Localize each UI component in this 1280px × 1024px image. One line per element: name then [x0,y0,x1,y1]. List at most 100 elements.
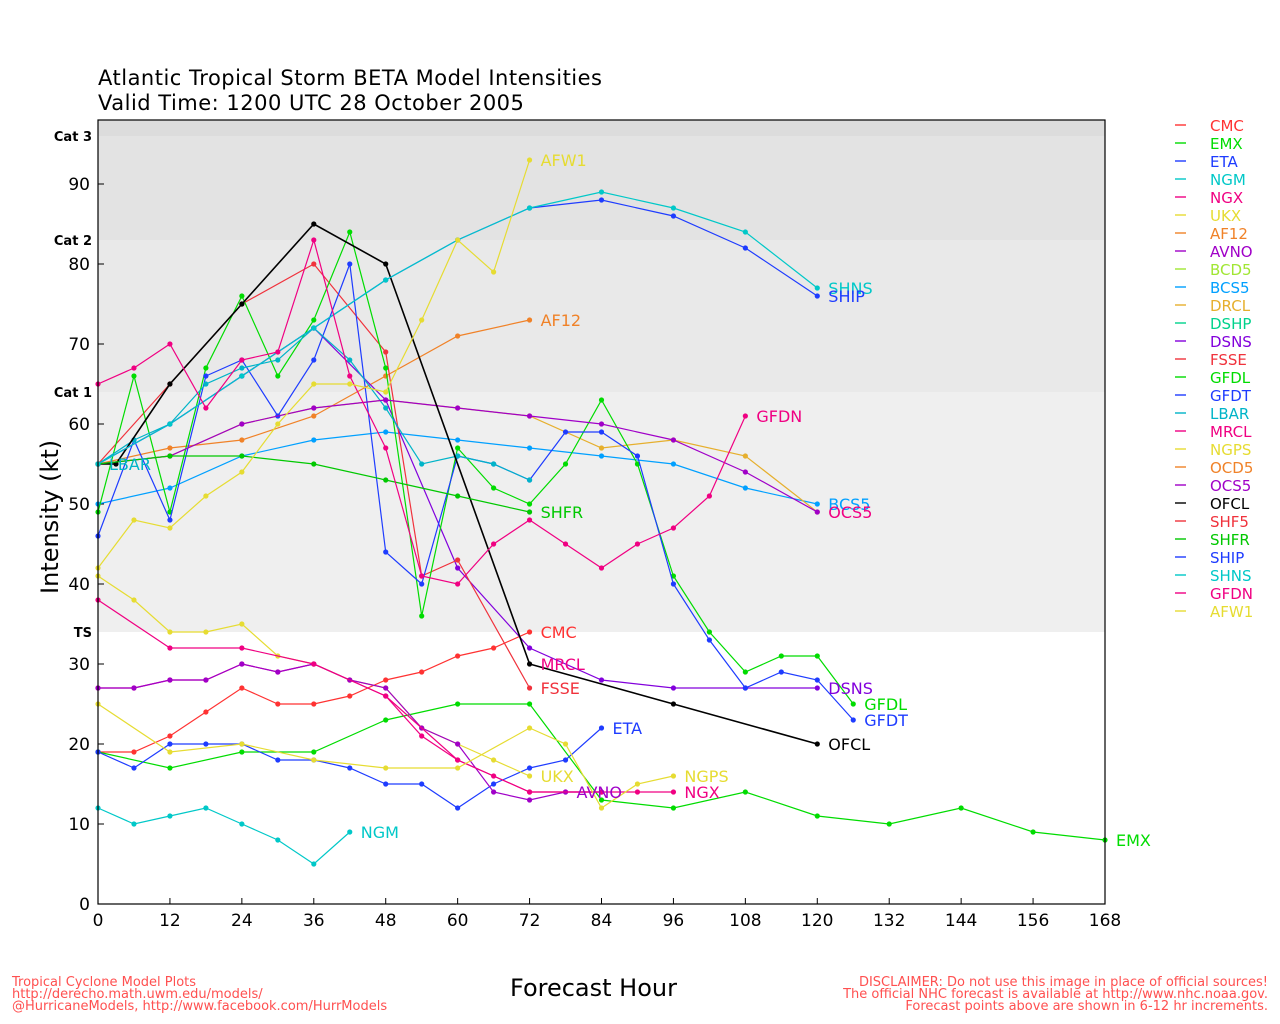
data-point-gfdt [850,717,856,723]
legend-label: SHNS [1210,567,1252,585]
data-point-ngm [347,829,353,835]
data-point-mrcl [455,757,461,763]
data-point-cmc [311,701,317,707]
data-point-ofcl [239,301,245,307]
legend-item-eta: ETA [1175,153,1238,171]
annotation-bcs5: BCS5 [828,495,870,514]
footer-left-line2[interactable]: http://derecho.math.uwm.edu/models/ [12,987,263,1002]
category-band-ts [98,392,1105,632]
data-point-ship [598,197,605,203]
series-afw1 [95,157,533,571]
data-point-emx [167,765,173,771]
legend-item-ngm: NGM [1175,171,1246,189]
data-point-avno [275,669,281,675]
x-tick-label: 60 [447,911,469,931]
legend-item-drcl: DRCL [1175,297,1251,315]
data-point-eta [562,757,569,763]
footer-increments-note: Forecast points above are shown in 6-12 … [905,999,1268,1014]
legend-item-ocd5: OCD5 [1175,459,1253,477]
data-point-gfdl [131,373,137,379]
legend-item-fsse: FSSE [1175,351,1247,369]
series-cmc [95,629,533,755]
data-point-gfdl [814,653,820,659]
annotation-lbar: LBAR [109,455,151,474]
footer-official-link[interactable]: The official NHC forecast is available a… [843,987,1268,1002]
data-point-gfdl [562,461,569,467]
data-point-gfdl [850,701,856,707]
data-point-avno [455,741,461,747]
footer-left-line3[interactable]: @HurricaneModels, http://www.facebook.co… [12,999,388,1014]
data-point-emx [311,749,317,755]
data-point-gfdn [598,565,605,571]
data-point-emx [814,813,820,819]
data-point-ngm [131,821,137,827]
series-bcs5 [95,429,820,507]
data-point-ofcl [383,261,389,267]
data-point-gfdn [239,357,245,363]
data-point-ocs5 [670,437,677,443]
y-tick-label: 90 [68,175,90,195]
data-point-af12 [239,437,245,443]
data-point-ngps [167,749,173,755]
x-tick-label: 72 [519,911,541,931]
x-tick-label: 48 [375,911,397,931]
data-point-avno [491,789,497,795]
data-point-afw1 [455,237,461,243]
legend-item-ofcl: OFCL [1175,495,1250,513]
data-point-gfdl [419,613,425,619]
data-point-gfdl [383,365,389,371]
data-point-gfdt [383,549,389,555]
data-point-eta [203,741,209,747]
data-point-avno [383,685,389,691]
data-point-lbar [383,405,389,411]
data-point-dsns [455,565,461,571]
footer-left-line1: Tropical Cyclone Model Plots [12,975,197,990]
data-point-gfdn [670,525,677,531]
data-point-gfdl [347,229,353,235]
legend-label: DRCL [1210,297,1251,315]
legend-label: MRCL [1210,423,1252,441]
x-tick-label: 132 [873,911,905,931]
data-point-ngm [239,821,245,827]
data-point-gfdn [706,493,712,499]
data-point-lbar [347,357,353,363]
legend-item-gfdl: GFDL [1175,369,1251,387]
data-point-cmc [455,653,461,659]
data-point-gfdn [526,517,533,523]
annotation-dsns: DSNS [828,679,873,698]
data-point-ocs5 [598,421,605,427]
annotation-shfr: SHFR [541,503,584,522]
data-point-eta [419,781,425,787]
legend-label: SHFR [1210,531,1250,549]
data-point-gfdl [491,485,497,491]
data-point-shns [239,373,245,379]
legend-label: FSSE [1210,351,1247,369]
y-tick-label: 50 [68,495,90,515]
data-point-ngx [634,789,641,795]
data-point-ngm [167,813,173,819]
data-point-gfdt [598,429,605,435]
category-band-cat-1 [98,240,1105,392]
data-point-shfr [239,453,245,459]
data-point-gfdl [598,397,605,403]
data-point-gfdt [167,517,173,523]
x-tick-label: 36 [303,911,325,931]
series-ngm [95,805,353,867]
data-point-avno [203,677,209,683]
legend-label: OFCL [1210,495,1250,513]
data-point-eta [275,757,281,763]
y-tick-label: 40 [68,575,90,595]
data-point-avno [526,797,533,803]
x-tick-label: 168 [1089,911,1121,931]
data-point-ngm [203,805,209,811]
data-point-cmc [526,629,533,635]
data-point-cmc [347,693,353,699]
data-point-gfdt [742,685,748,691]
data-point-mrcl [167,645,173,651]
data-point-ukx [491,757,497,763]
data-point-avno [239,661,245,667]
data-point-ofcl [670,701,677,707]
annotation-emx: EMX [1116,831,1151,850]
data-point-gfdl [526,501,533,507]
legend-item-shns: SHNS [1175,567,1252,585]
